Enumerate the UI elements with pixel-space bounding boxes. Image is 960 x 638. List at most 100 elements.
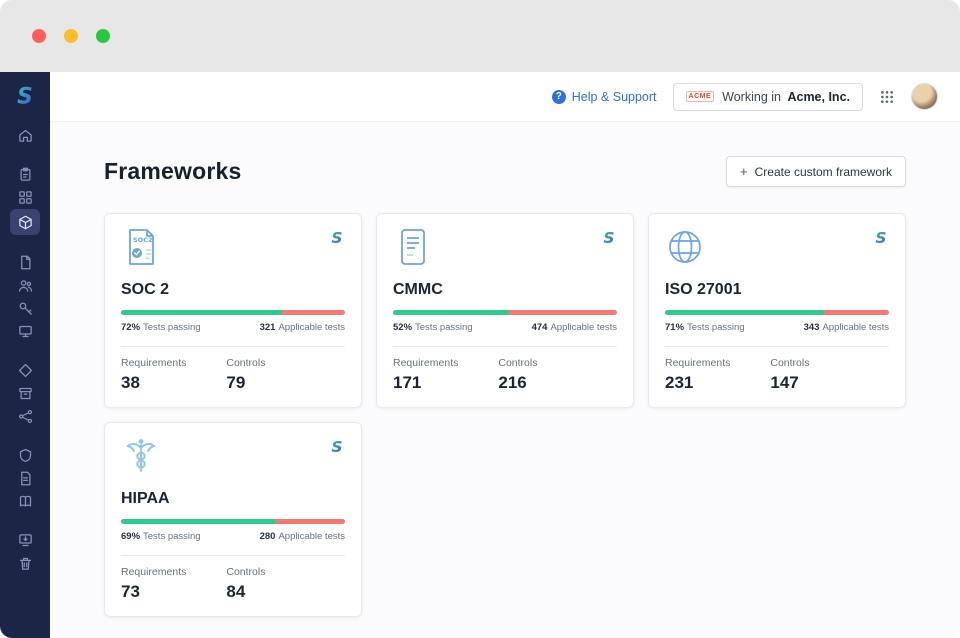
tests-passing: 72% Tests passing [121, 322, 201, 333]
home-icon [18, 129, 32, 142]
applicable-tests: 474 Applicable tests [531, 322, 617, 333]
sidebar-item-monitors[interactable] [10, 529, 40, 552]
help-icon: ? [551, 89, 566, 104]
users-icon [18, 280, 32, 292]
secureframe-mark-icon: S [875, 229, 886, 246]
svg-text:S: S [17, 85, 33, 108]
apps-launcher-button[interactable] [879, 89, 895, 105]
framework-card-iso27001[interactable]: S ISO 27001 71% Tests passing 343 Applicab… [648, 213, 906, 408]
help-support-label: Help & Support [571, 89, 657, 104]
sidebar-item-tasks[interactable] [10, 163, 40, 186]
controls-stat: Controls 84 [226, 566, 266, 601]
org-switcher-button[interactable]: ACME Working in Acme, Inc. [672, 82, 863, 111]
sidebar-item-personnel[interactable] [10, 274, 40, 297]
requirements-stat: Requirements 171 [393, 357, 459, 392]
maximize-window-button[interactable] [96, 29, 110, 43]
sidebar-item-documents[interactable] [10, 251, 40, 274]
user-avatar[interactable] [911, 83, 938, 110]
controls-stat: Controls 79 [226, 357, 266, 392]
working-in-label: Working in [722, 89, 781, 104]
file-icon [20, 255, 30, 270]
dots-grid-icon [881, 90, 893, 103]
soc2-report-icon: SOC2 [129, 229, 154, 265]
framework-title: ISO 27001 [665, 281, 742, 298]
sidebar-item-risk[interactable] [10, 359, 40, 382]
cube-icon [18, 215, 32, 229]
tests-progress-bar [393, 310, 617, 315]
tests-progress-fill [121, 519, 276, 524]
sidebar-item-vendors[interactable] [10, 382, 40, 405]
controls-stat: Controls 216 [498, 357, 538, 392]
requirements-stat: Requirements 231 [665, 357, 731, 392]
cmmc-document-icon [401, 229, 425, 265]
sidebar-item-policies[interactable] [10, 467, 40, 490]
sidebar-item-devices[interactable] [10, 320, 40, 343]
secureframe-mark-icon: S [603, 229, 614, 246]
caduceus-icon [126, 439, 156, 472]
framework-title: HIPAA [121, 490, 170, 507]
applicable-tests: 280 Applicable tests [259, 531, 345, 542]
grid-icon [18, 191, 32, 204]
svg-text:S: S [331, 229, 342, 246]
framework-title: CMMC [393, 281, 443, 298]
minimize-window-button[interactable] [64, 29, 78, 43]
framework-card-hipaa[interactable]: S HIPAA 69% Tests passing 280 Applicable t… [104, 422, 362, 617]
shield-icon [19, 448, 31, 463]
sidebar-item-frameworks[interactable] [10, 209, 40, 235]
svg-text:S: S [603, 229, 614, 246]
tests-progress-bar [121, 519, 345, 524]
archive-box-icon [18, 387, 32, 400]
trash-icon [19, 557, 31, 570]
secureframe-mark-icon: S [331, 438, 342, 455]
framework-card-cmmc[interactable]: S CMMC 52% Tests passing 474 Applicable te… [376, 213, 634, 408]
tests-progress-bar [121, 310, 345, 315]
tests-progress-fill [121, 310, 283, 315]
create-button-label: Create custom framework [754, 164, 892, 179]
sidebar-item-archive[interactable] [10, 552, 40, 575]
page-title: Frameworks [104, 158, 242, 184]
tests-progress-fill [393, 310, 510, 315]
file-text-icon [20, 471, 30, 486]
sidebar-item-knowledge-base[interactable] [10, 490, 40, 513]
sidebar-item-integrations[interactable] [10, 405, 40, 428]
card-divider [393, 346, 617, 347]
applicable-tests: 321 Applicable tests [259, 322, 345, 333]
sidebar-item-security[interactable] [10, 444, 40, 467]
card-divider [121, 346, 345, 347]
close-window-button[interactable] [32, 29, 46, 43]
acme-logo: ACME [685, 91, 715, 102]
framework-card-soc2[interactable]: SOC2 S SOC 2 72% Tests passing 321 Applica… [104, 213, 362, 408]
card-divider [121, 555, 345, 556]
share-network-icon [18, 409, 32, 424]
tests-passing: 69% Tests passing [121, 531, 201, 542]
sidebar: S [0, 72, 50, 638]
tests-progress-bar [665, 310, 889, 315]
card-divider [665, 346, 889, 347]
framework-title: SOC 2 [121, 281, 170, 298]
help-support-link[interactable]: ? Help & Support [551, 89, 657, 104]
controls-stat: Controls 147 [770, 357, 810, 392]
org-name: Acme, Inc. [787, 89, 850, 104]
sidebar-item-home[interactable] [10, 124, 40, 147]
framework-cards-grid: SOC2 S SOC 2 72% Tests passing 321 Applica… [104, 213, 906, 617]
sidebar-item-apps[interactable] [10, 186, 40, 209]
monitor-download-icon [18, 534, 32, 547]
tests-passing: 52% Tests passing [393, 322, 473, 333]
topbar: ? Help & Support ACME Working in Acme, I… [50, 72, 960, 122]
secureframe-logo-icon: S [17, 85, 33, 108]
clipboard-icon [20, 167, 30, 181]
tests-passing: 71% Tests passing [665, 322, 745, 333]
svg-text:S: S [331, 438, 342, 455]
key-icon [19, 302, 32, 315]
sidebar-item-access[interactable] [10, 297, 40, 320]
diamond-icon [18, 363, 32, 378]
requirements-stat: Requirements 38 [121, 357, 187, 392]
applicable-tests: 343 Applicable tests [803, 322, 889, 333]
create-custom-framework-button[interactable]: + Create custom framework [726, 156, 906, 187]
tests-progress-fill [665, 310, 825, 315]
svg-text:S: S [875, 229, 886, 246]
monitor-icon [18, 325, 32, 338]
globe-icon [669, 231, 701, 263]
book-icon [19, 495, 31, 507]
